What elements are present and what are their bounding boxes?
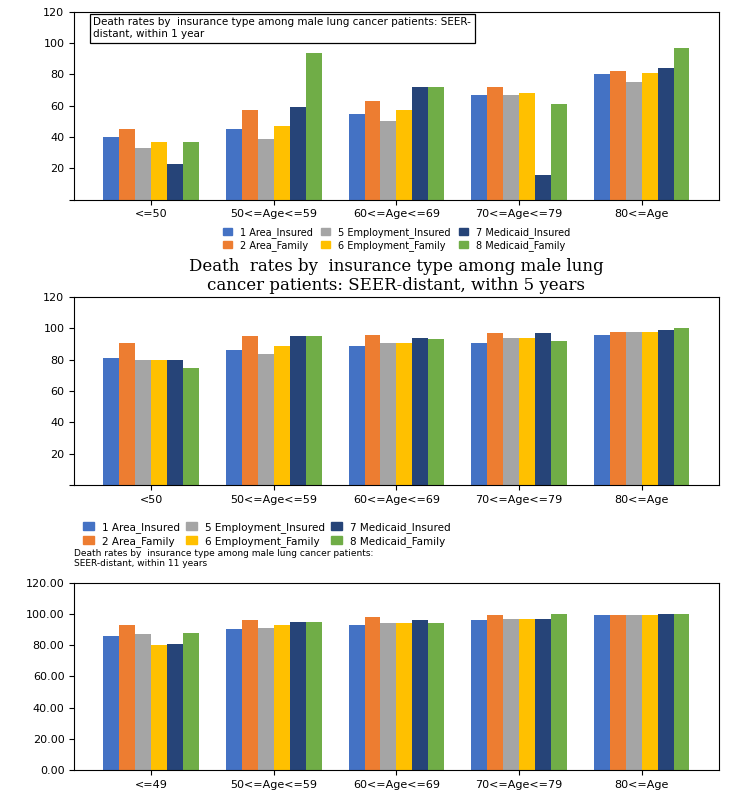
Bar bbox=[242, 111, 258, 200]
Bar bbox=[535, 333, 551, 485]
Bar bbox=[503, 95, 519, 200]
Bar bbox=[380, 122, 396, 200]
Bar bbox=[413, 620, 428, 770]
Bar bbox=[119, 130, 136, 200]
Bar bbox=[594, 74, 610, 200]
Bar bbox=[674, 48, 689, 200]
Bar bbox=[290, 107, 306, 200]
Bar bbox=[226, 130, 242, 200]
Legend: 1 Area_Insured, 2 Area_Family, 5 Employment_Insured, 6 Employment_Family, 7 Medi: 1 Area_Insured, 2 Area_Family, 5 Employm… bbox=[219, 224, 574, 255]
Bar bbox=[365, 617, 380, 770]
Bar bbox=[642, 332, 657, 485]
Legend: 1 Area_Insured, 2 Area_Family, 5 Employment_Insured, 6 Employment_Family, 7 Medi: 1 Area_Insured, 2 Area_Family, 5 Employm… bbox=[79, 517, 455, 551]
Text: Death rates by  insurance type among male lung cancer patients: SEER-
distant, w: Death rates by insurance type among male… bbox=[93, 17, 471, 39]
Bar bbox=[242, 337, 258, 485]
Bar bbox=[136, 359, 151, 485]
Bar bbox=[594, 335, 610, 485]
Bar bbox=[519, 619, 535, 770]
Bar bbox=[183, 367, 199, 485]
Bar bbox=[104, 358, 119, 485]
Bar bbox=[642, 73, 657, 200]
Bar bbox=[306, 622, 322, 770]
Title: Death  rates by  insurance type among male lung
cancer patients: SEER-distant, w: Death rates by insurance type among male… bbox=[189, 258, 604, 294]
Bar bbox=[274, 346, 290, 485]
Bar bbox=[104, 636, 119, 770]
Bar bbox=[380, 343, 396, 485]
Bar bbox=[306, 337, 322, 485]
Bar bbox=[151, 359, 167, 485]
Bar bbox=[428, 623, 445, 770]
Bar bbox=[413, 338, 428, 485]
Bar bbox=[396, 623, 413, 770]
Bar bbox=[348, 346, 365, 485]
Bar bbox=[471, 343, 487, 485]
Bar bbox=[487, 87, 503, 200]
Bar bbox=[242, 620, 258, 770]
Bar bbox=[657, 330, 674, 485]
Bar bbox=[657, 614, 674, 770]
Bar bbox=[503, 619, 519, 770]
Text: Death rates by  insurance type among male lung cancer patients:
SEER-distant, wi: Death rates by insurance type among male… bbox=[74, 549, 373, 568]
Bar bbox=[625, 615, 642, 770]
Bar bbox=[380, 623, 396, 770]
Bar bbox=[151, 141, 167, 200]
Bar bbox=[274, 126, 290, 200]
Bar bbox=[551, 341, 567, 485]
Bar bbox=[551, 104, 567, 200]
Bar bbox=[674, 614, 689, 770]
Bar bbox=[226, 351, 242, 485]
Bar bbox=[258, 138, 274, 200]
Bar bbox=[657, 68, 674, 200]
Bar bbox=[674, 329, 689, 485]
Bar bbox=[119, 343, 136, 485]
Bar bbox=[503, 338, 519, 485]
Bar bbox=[136, 634, 151, 770]
Bar bbox=[396, 111, 413, 200]
Bar bbox=[610, 332, 625, 485]
Bar bbox=[365, 101, 380, 200]
Bar bbox=[226, 630, 242, 770]
Bar bbox=[642, 615, 657, 770]
Bar bbox=[151, 645, 167, 770]
Bar bbox=[610, 71, 625, 200]
Bar bbox=[625, 82, 642, 200]
Bar bbox=[274, 625, 290, 770]
Bar bbox=[471, 95, 487, 200]
Bar bbox=[183, 141, 199, 200]
Bar bbox=[519, 93, 535, 200]
Bar bbox=[348, 114, 365, 200]
Bar bbox=[167, 359, 183, 485]
Bar bbox=[306, 52, 322, 200]
Bar bbox=[258, 353, 274, 485]
Bar bbox=[551, 614, 567, 770]
Bar bbox=[519, 338, 535, 485]
Bar bbox=[487, 333, 503, 485]
Bar bbox=[535, 175, 551, 200]
Bar bbox=[396, 343, 413, 485]
Bar bbox=[167, 164, 183, 200]
Bar bbox=[136, 148, 151, 200]
Bar bbox=[594, 615, 610, 770]
Bar bbox=[258, 628, 274, 770]
Bar bbox=[487, 615, 503, 770]
Bar bbox=[471, 620, 487, 770]
Bar bbox=[535, 619, 551, 770]
Bar bbox=[625, 332, 642, 485]
Bar bbox=[348, 625, 365, 770]
Bar bbox=[610, 615, 625, 770]
Bar bbox=[428, 87, 445, 200]
Bar bbox=[290, 337, 306, 485]
Bar bbox=[365, 335, 380, 485]
Bar bbox=[119, 625, 136, 770]
Bar bbox=[428, 340, 445, 485]
Bar bbox=[167, 644, 183, 770]
Bar bbox=[104, 137, 119, 200]
Bar bbox=[183, 633, 199, 770]
Bar bbox=[290, 622, 306, 770]
Bar bbox=[413, 87, 428, 200]
